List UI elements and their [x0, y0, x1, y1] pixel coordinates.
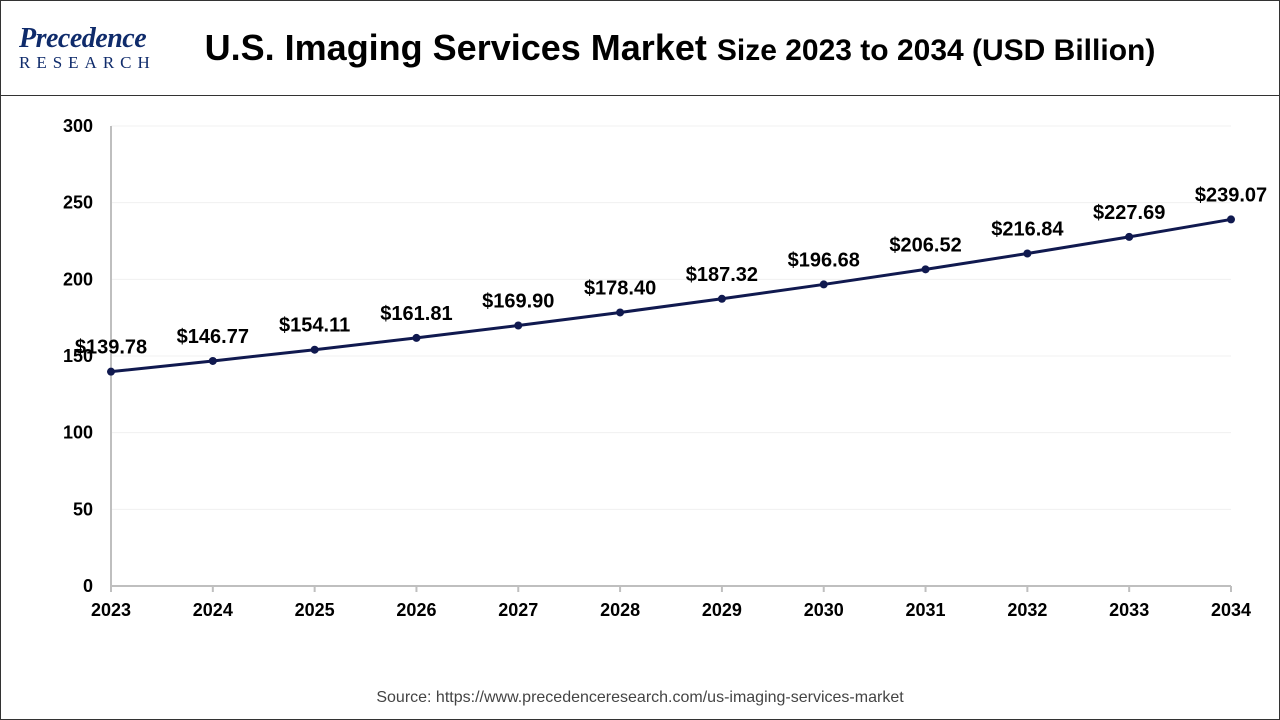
data-label: $227.69 [1093, 202, 1165, 224]
data-label: $239.07 [1195, 184, 1267, 206]
line-chart-svg: 0501001502002503002023$139.782024$146.77… [1, 96, 1279, 656]
data-label: $187.32 [686, 264, 758, 286]
y-tick-label: 200 [63, 269, 93, 289]
x-tick-label: 2026 [396, 600, 436, 620]
data-marker [311, 346, 319, 354]
data-marker [922, 265, 930, 273]
x-tick-label: 2028 [600, 600, 640, 620]
data-marker [1023, 250, 1031, 258]
series-line [111, 219, 1231, 371]
x-tick-label: 2030 [804, 600, 844, 620]
x-tick-label: 2031 [906, 600, 946, 620]
data-marker [514, 321, 522, 329]
data-marker [616, 308, 624, 316]
x-tick-label: 2029 [702, 600, 742, 620]
title-sub: Size 2023 to 2034 (USD Billion) [717, 34, 1155, 67]
logo: Precedence RESEARCH [19, 23, 199, 73]
data-marker [209, 357, 217, 365]
logo-text-main: Precedence [19, 23, 199, 55]
chart-area: 0501001502002503002023$139.782024$146.77… [1, 96, 1279, 675]
header: Precedence RESEARCH U.S. Imaging Service… [1, 1, 1279, 96]
x-tick-label: 2034 [1211, 600, 1251, 620]
data-marker [107, 368, 115, 376]
x-tick-label: 2027 [498, 600, 538, 620]
data-label: $196.68 [788, 249, 860, 271]
data-marker [1125, 233, 1133, 241]
data-label: $139.78 [75, 337, 147, 359]
title-main: U.S. Imaging Services Market [205, 27, 717, 68]
data-label: $154.11 [279, 315, 350, 337]
y-tick-label: 100 [63, 423, 93, 443]
x-tick-label: 2033 [1109, 600, 1149, 620]
x-tick-label: 2024 [193, 600, 233, 620]
x-tick-label: 2025 [295, 600, 335, 620]
logo-text-sub: RESEARCH [19, 53, 199, 73]
x-tick-label: 2032 [1007, 600, 1047, 620]
y-tick-label: 50 [73, 499, 93, 519]
y-tick-label: 250 [63, 193, 93, 213]
data-label: $206.52 [889, 234, 961, 256]
data-label: $216.84 [991, 219, 1064, 241]
data-marker [412, 334, 420, 342]
data-label: $161.81 [380, 303, 452, 325]
x-tick-label: 2023 [91, 600, 131, 620]
chart-title: U.S. Imaging Services Market Size 2023 t… [199, 27, 1261, 69]
data-marker [718, 295, 726, 303]
data-label: $169.90 [482, 290, 554, 312]
data-marker [820, 280, 828, 288]
data-marker [1227, 215, 1235, 223]
data-label: $146.77 [177, 326, 249, 348]
chart-frame: Precedence RESEARCH U.S. Imaging Service… [0, 0, 1280, 720]
source-caption: Source: https://www.precedenceresearch.c… [1, 675, 1279, 719]
y-tick-label: 300 [63, 116, 93, 136]
y-tick-label: 0 [83, 576, 93, 596]
data-label: $178.40 [584, 277, 656, 299]
